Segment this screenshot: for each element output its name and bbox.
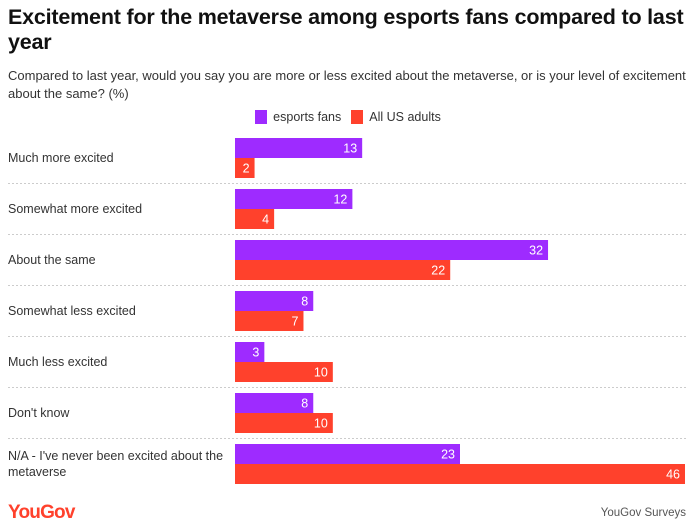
chart-title: Excitement for the metaverse among espor… [8, 5, 684, 54]
legend-label-adults: All US adults [369, 110, 441, 124]
bar-adults [235, 413, 333, 433]
data-label: 8 [301, 295, 308, 309]
category-label: N/A - I've never been excited about the … [8, 449, 224, 479]
data-label: 7 [292, 315, 299, 329]
data-label: 4 [262, 213, 269, 227]
category-label: Much less excited [8, 355, 108, 369]
yougov-logo: YouGov [8, 502, 75, 523]
bar-esports [235, 189, 353, 209]
bar-adults [235, 311, 304, 331]
bar-adults [235, 158, 255, 178]
data-label: 23 [441, 448, 455, 462]
category-label: Somewhat more excited [8, 202, 143, 216]
data-label: 12 [333, 193, 347, 207]
legend-swatch-esports [255, 110, 268, 124]
bar-adults [235, 260, 451, 280]
bar-esports [235, 393, 314, 413]
bar-esports [235, 291, 314, 311]
bar-adults [235, 209, 275, 229]
data-label: 3 [252, 346, 259, 360]
legend-swatch-adults [351, 110, 364, 124]
bar-esports [235, 138, 363, 158]
legend-item-esports: esports fans [255, 110, 341, 124]
category-label: Much more excited [8, 151, 114, 165]
bar-esports [235, 444, 460, 464]
data-label: 13 [343, 142, 357, 156]
bar-adults [235, 362, 333, 382]
legend-label-esports: esports fans [273, 110, 342, 124]
data-label: 10 [314, 417, 328, 431]
data-label: 46 [666, 468, 680, 482]
data-label: 10 [314, 366, 328, 380]
bar-esports [235, 240, 549, 260]
data-label: 8 [301, 397, 308, 411]
bar-esports [235, 342, 265, 362]
category-label: About the same [8, 253, 96, 267]
bar-adults [235, 464, 685, 484]
data-label: 2 [243, 162, 250, 176]
category-label: Don't know [8, 406, 70, 420]
category-label: Somewhat less excited [8, 304, 136, 318]
source-text: YouGov Surveys [600, 507, 686, 519]
legend: esports fans All US adults [0, 110, 696, 124]
legend-item-adults: All US adults [351, 110, 441, 124]
data-label: 32 [529, 244, 543, 258]
chart-subtitle: Compared to last year, would you say you… [8, 68, 686, 101]
data-label: 22 [431, 264, 445, 278]
